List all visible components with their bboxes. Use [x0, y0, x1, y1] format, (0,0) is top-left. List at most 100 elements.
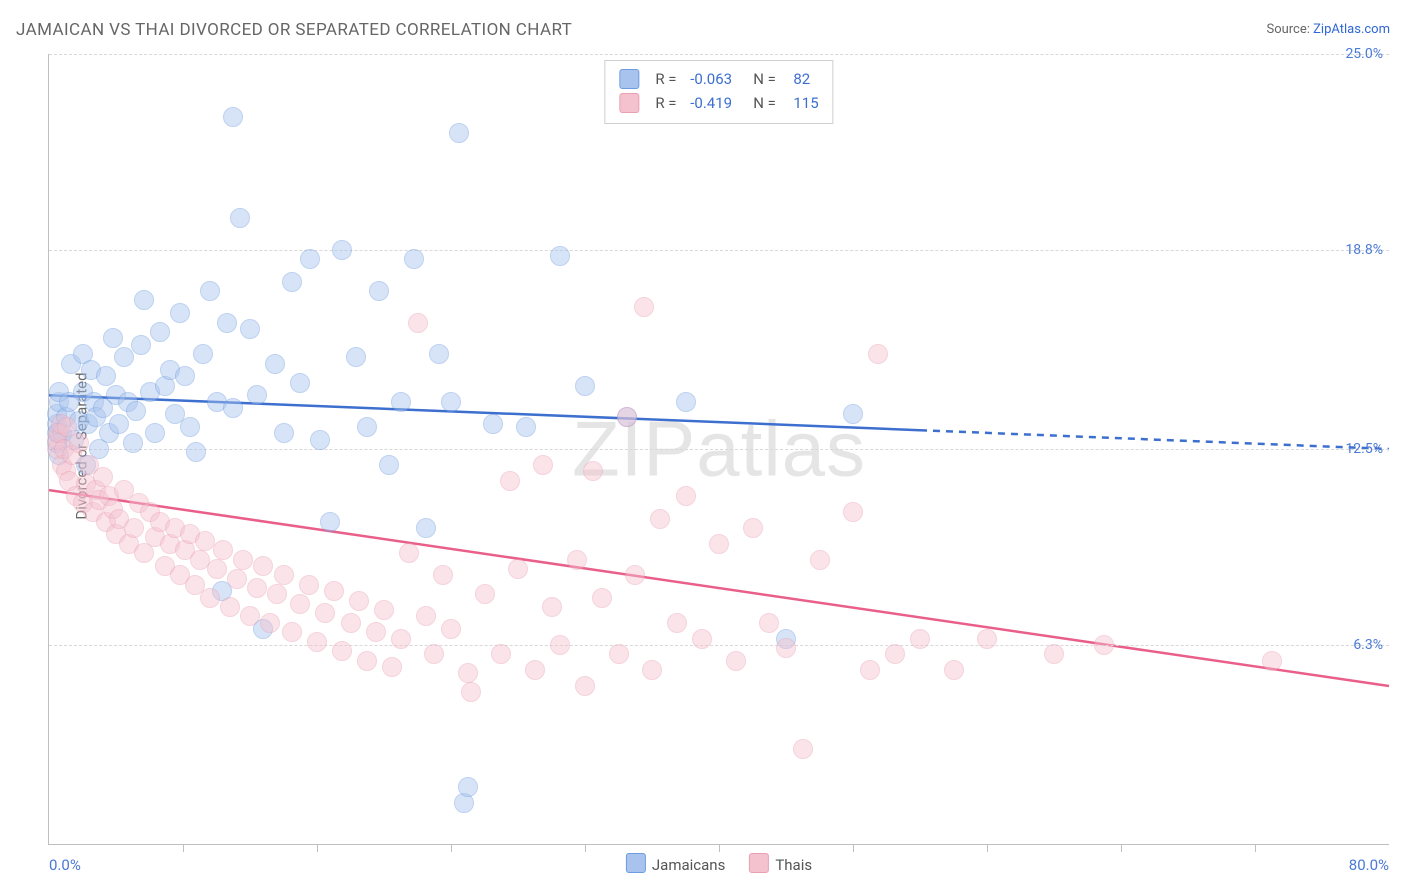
data-point-jamaicans: [223, 398, 243, 418]
data-point-thais: [776, 638, 796, 658]
data-point-jamaicans: [170, 303, 190, 323]
data-point-thais: [424, 644, 444, 664]
data-point-jamaicans: [274, 423, 294, 443]
data-point-thais: [533, 455, 553, 475]
data-point-jamaicans: [175, 366, 195, 386]
legend-r-value: -0.419: [690, 91, 732, 115]
data-point-thais: [253, 556, 273, 576]
legend-stat-row: R = -0.063 N = 82: [619, 67, 818, 91]
data-point-thais: [793, 739, 813, 759]
data-point-jamaicans: [109, 414, 129, 434]
data-point-jamaicans: [550, 246, 570, 266]
data-point-jamaicans: [223, 107, 243, 127]
chart-frame: JAMAICAN VS THAI DIVORCED OR SEPARATED C…: [0, 0, 1406, 892]
data-point-jamaicans: [134, 290, 154, 310]
data-point-jamaicans: [200, 281, 220, 301]
plot-area: ZIPatlas R = -0.063 N = 82R = -0.419 N =…: [48, 54, 1389, 845]
data-point-jamaicans: [193, 344, 213, 364]
legend-r-label: R =: [655, 67, 680, 91]
data-point-jamaicans: [230, 208, 250, 228]
data-point-jamaicans: [150, 322, 170, 342]
chart-source: Source: ZipAtlas.com: [1266, 22, 1390, 37]
data-point-thais: [491, 644, 511, 664]
x-tick: [719, 844, 720, 852]
data-point-jamaicans: [114, 347, 134, 367]
data-point-jamaicans: [575, 376, 595, 396]
data-point-thais: [408, 313, 428, 333]
source-label: Source:: [1266, 22, 1313, 37]
data-point-jamaicans: [449, 123, 469, 143]
data-point-jamaicans: [103, 328, 123, 348]
data-point-thais: [944, 660, 964, 680]
x-tick: [585, 844, 586, 852]
data-point-thais: [227, 569, 247, 589]
data-point-jamaicans: [247, 385, 267, 405]
data-point-jamaicans: [369, 281, 389, 301]
data-point-thais: [282, 622, 302, 642]
data-point-thais: [382, 657, 402, 677]
data-point-thais: [667, 613, 687, 633]
data-point-jamaicans: [265, 354, 285, 374]
data-point-thais: [542, 597, 562, 617]
data-point-thais: [726, 651, 746, 671]
data-point-jamaicans: [217, 313, 237, 333]
data-point-thais: [625, 565, 645, 585]
data-point-jamaicans: [391, 392, 411, 412]
data-point-thais: [475, 584, 495, 604]
data-point-thais: [759, 613, 779, 633]
data-point-jamaicans: [429, 344, 449, 364]
data-point-thais: [592, 588, 612, 608]
chart-title: JAMAICAN VS THAI DIVORCED OR SEPARATED C…: [16, 20, 572, 40]
data-point-thais: [567, 550, 587, 570]
data-point-thais: [267, 584, 287, 604]
data-point-thais: [220, 597, 240, 617]
x-tick: [1121, 844, 1122, 852]
data-point-jamaicans: [458, 777, 478, 797]
data-point-thais: [550, 635, 570, 655]
legend-item-jamaicans: Jamaicans: [626, 853, 725, 874]
data-point-thais: [374, 600, 394, 620]
legend-r-value: -0.063: [690, 67, 732, 91]
data-point-jamaicans: [320, 512, 340, 532]
data-point-jamaicans: [483, 414, 503, 434]
data-point-jamaicans: [379, 455, 399, 475]
data-point-thais: [366, 622, 386, 642]
data-point-thais: [617, 407, 637, 427]
data-point-thais: [260, 613, 280, 633]
data-point-thais: [332, 641, 352, 661]
data-point-thais: [650, 509, 670, 529]
legend-n-value: 82: [790, 67, 811, 91]
legend-swatch: [626, 853, 646, 873]
y-tick-label: 6.3%: [1353, 637, 1383, 653]
data-point-jamaicans: [123, 433, 143, 453]
data-point-thais: [508, 559, 528, 579]
data-point-thais: [441, 619, 461, 639]
y-tick-label: 18.8%: [1345, 242, 1383, 258]
data-point-jamaicans: [282, 272, 302, 292]
data-point-jamaicans: [332, 240, 352, 260]
series-legend: Jamaicans Thais: [626, 853, 812, 874]
data-point-thais: [307, 632, 327, 652]
data-point-thais: [207, 559, 227, 579]
data-point-thais: [868, 344, 888, 364]
data-point-jamaicans: [300, 249, 320, 269]
data-point-jamaicans: [310, 430, 330, 450]
legend-n-value: 115: [790, 91, 819, 115]
grid-line: [49, 54, 1389, 55]
y-tick-label: 25.0%: [1345, 46, 1383, 62]
y-tick-label: 12.5%: [1345, 441, 1383, 457]
x-tick: [183, 844, 184, 852]
data-point-thais: [399, 543, 419, 563]
legend-label: Thais: [775, 856, 812, 874]
data-point-jamaicans: [346, 347, 366, 367]
data-point-thais: [433, 565, 453, 585]
data-point-thais: [609, 644, 629, 664]
data-point-thais: [124, 518, 144, 538]
legend-r-label: R =: [655, 91, 680, 115]
data-point-jamaicans: [676, 392, 696, 412]
legend-n-label: N =: [742, 67, 780, 91]
data-point-thais: [349, 591, 369, 611]
data-point-thais: [642, 660, 662, 680]
data-point-thais: [692, 629, 712, 649]
data-point-thais: [324, 581, 344, 601]
